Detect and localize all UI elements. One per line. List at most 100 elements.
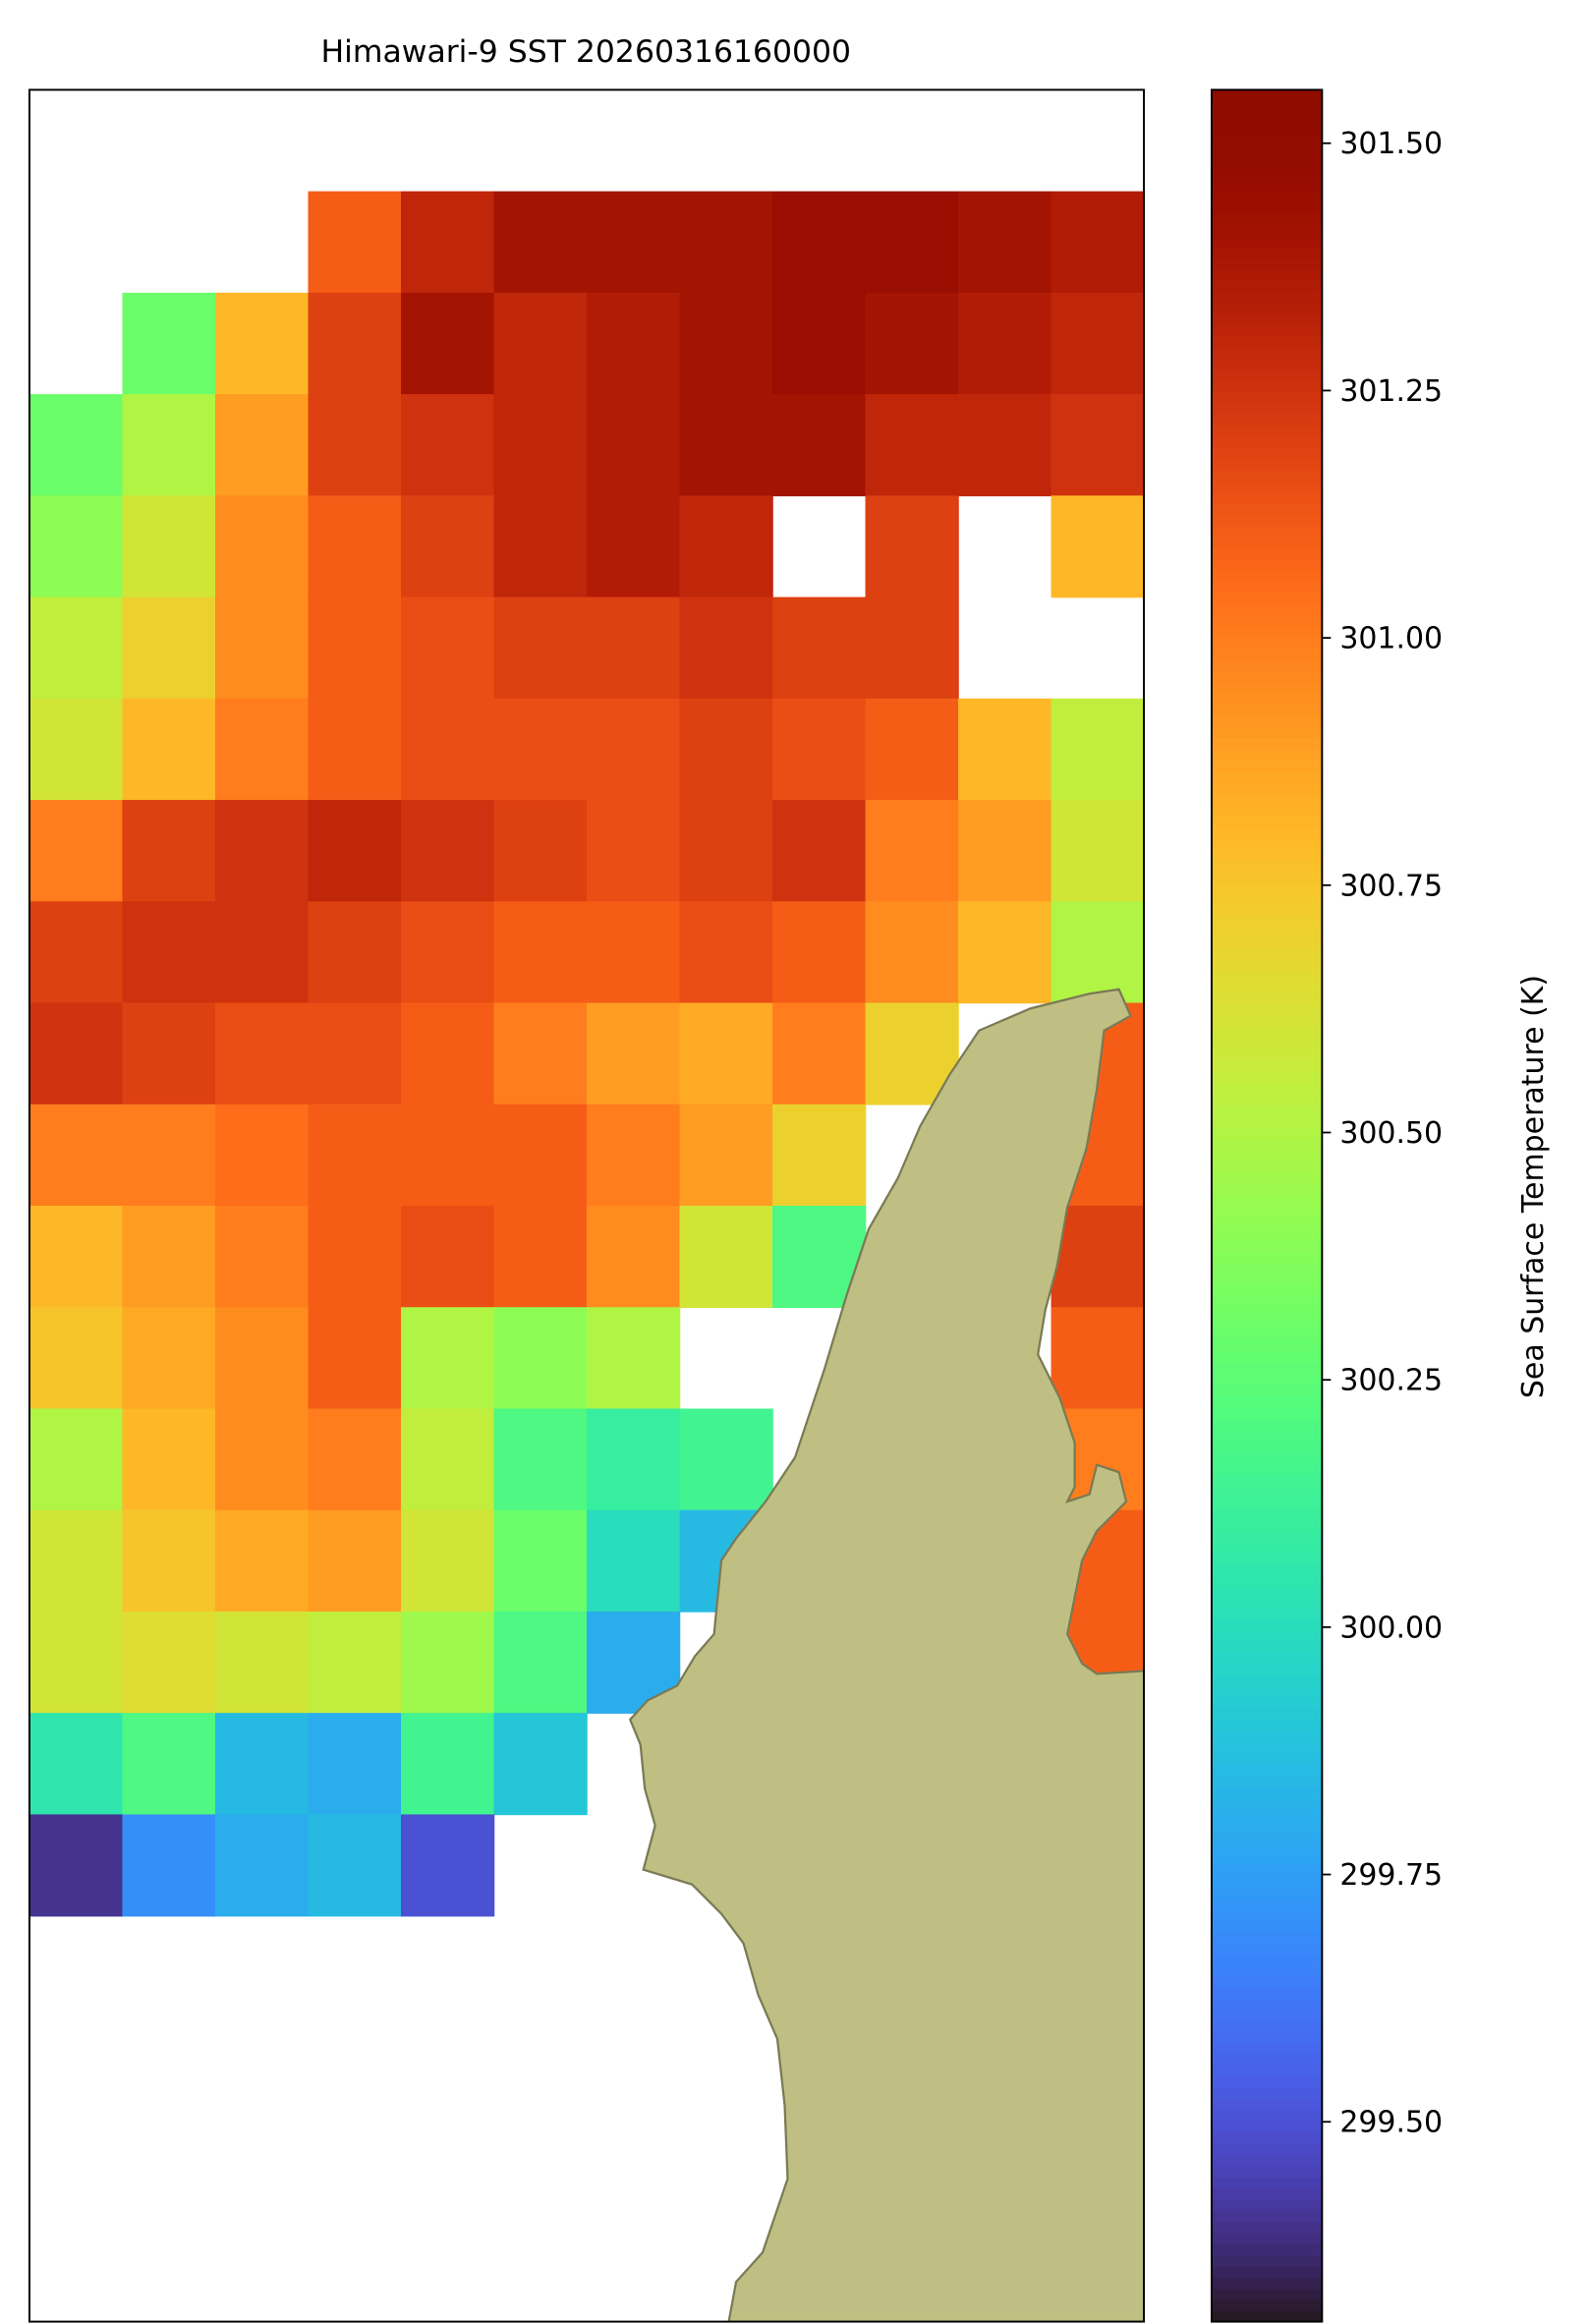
colorbar-segment xyxy=(1211,1038,1323,1050)
colorbar-segment xyxy=(1211,1808,1323,1821)
colorbar-segment xyxy=(1211,1517,1323,1531)
colorbar-segment xyxy=(1211,1484,1323,1498)
cell xyxy=(587,394,681,497)
colorbar-segment xyxy=(1211,123,1323,136)
colorbar-segment xyxy=(1211,725,1323,738)
colorbar-segment xyxy=(1211,1986,1323,2000)
colorbar-segment xyxy=(1211,469,1323,482)
colorbar-segment xyxy=(1211,1763,1323,1777)
cell xyxy=(122,800,216,903)
cell xyxy=(587,191,681,294)
cell xyxy=(493,1713,588,1816)
cell xyxy=(214,1713,310,1816)
colorbar-segment xyxy=(1211,413,1323,425)
cell xyxy=(308,292,402,395)
colorbar-segment xyxy=(1211,1071,1323,1084)
cell xyxy=(587,1509,681,1613)
colorbar-segment xyxy=(1211,368,1323,381)
colorbar-segment xyxy=(1211,335,1323,348)
colorbar-segment xyxy=(1211,1373,1323,1386)
cell xyxy=(772,800,867,903)
cell xyxy=(587,596,681,700)
colorbar-segment xyxy=(1211,2310,1323,2323)
colorbar-segment xyxy=(1211,1250,1323,1263)
colorbar-segment xyxy=(1211,458,1323,471)
cell xyxy=(122,1205,216,1308)
colorbar-segment xyxy=(1211,1060,1323,1073)
colorbar-segment xyxy=(1211,2121,1323,2133)
colorbar-segment xyxy=(1211,1640,1323,1654)
colorbar-segment xyxy=(1211,1161,1323,1173)
colorbar-segment xyxy=(1211,648,1323,660)
cell xyxy=(308,698,402,801)
colorbar-segment xyxy=(1211,1842,1323,1854)
colorbar-segment xyxy=(1211,960,1323,973)
colorbar-segment xyxy=(1211,1752,1323,1765)
colorbar-segment xyxy=(1211,1217,1323,1229)
chart-title: Himawari-9 SST 20260316160000 xyxy=(320,34,851,70)
colorbar-segment xyxy=(1211,558,1323,571)
colorbar-segment xyxy=(1211,1171,1323,1185)
heatmap xyxy=(28,191,1145,1917)
colorbar-segment xyxy=(1211,1027,1323,1040)
colorbar-segment xyxy=(1211,1462,1323,1475)
cell xyxy=(493,1307,588,1410)
colorbar-label: Sea Surface Temperature (K) xyxy=(1516,975,1551,1398)
cell xyxy=(493,1408,588,1511)
cell xyxy=(679,394,773,497)
colorbar-segment xyxy=(1211,89,1323,102)
colorbar-segment xyxy=(1211,1150,1323,1162)
colorbar-segment xyxy=(1211,1596,1323,1609)
cell xyxy=(493,1002,588,1105)
cell xyxy=(1051,698,1145,801)
cell xyxy=(122,1408,216,1511)
cell xyxy=(214,1611,310,1714)
cell xyxy=(679,1205,773,1308)
cell xyxy=(587,901,681,1004)
colorbar-segment xyxy=(1211,2098,1323,2111)
colorbar-segment xyxy=(1211,2054,1323,2067)
colorbar-segment xyxy=(1211,1573,1323,1586)
colorbar-segment xyxy=(1211,1673,1323,1687)
colorbar-segment xyxy=(1211,904,1323,917)
colorbar-segment xyxy=(1211,915,1323,928)
colorbar-segment xyxy=(1211,246,1323,258)
colorbar-segment xyxy=(1211,759,1323,772)
colorbar-segment xyxy=(1211,1931,1323,1944)
colorbar-segment xyxy=(1211,703,1323,716)
cell xyxy=(587,1104,681,1207)
cell xyxy=(122,1509,216,1613)
colorbar-segment xyxy=(1211,1652,1323,1665)
colorbar-segment xyxy=(1211,2009,1323,2021)
cell xyxy=(1051,495,1145,598)
cell xyxy=(493,698,588,801)
cell xyxy=(400,1307,495,1410)
colorbar-segment xyxy=(1211,1796,1323,1810)
cell xyxy=(493,191,588,294)
colorbar-segment xyxy=(1211,2031,1323,2044)
colorbar-tick-label: 300.75 xyxy=(1339,869,1443,903)
cell xyxy=(958,800,1052,903)
colorbar-segment xyxy=(1211,145,1323,158)
colorbar-segment xyxy=(1211,357,1323,370)
cell xyxy=(587,800,681,903)
cell xyxy=(214,901,310,1004)
colorbar-segment xyxy=(1211,1629,1323,1642)
colorbar-segment xyxy=(1211,1607,1323,1620)
cell xyxy=(587,698,681,801)
colorbar-segment xyxy=(1211,1094,1323,1106)
colorbar-segment xyxy=(1211,1105,1323,1118)
cell xyxy=(1051,901,1145,1004)
cell xyxy=(214,1002,310,1105)
cell xyxy=(400,1104,495,1207)
cell xyxy=(28,1002,124,1105)
colorbar-segment xyxy=(1211,1183,1323,1196)
colorbar-segment xyxy=(1211,1450,1323,1464)
cell xyxy=(28,1713,124,1816)
cell xyxy=(400,698,495,801)
cell xyxy=(308,596,402,700)
cell xyxy=(28,1307,124,1410)
cell xyxy=(214,1307,310,1410)
